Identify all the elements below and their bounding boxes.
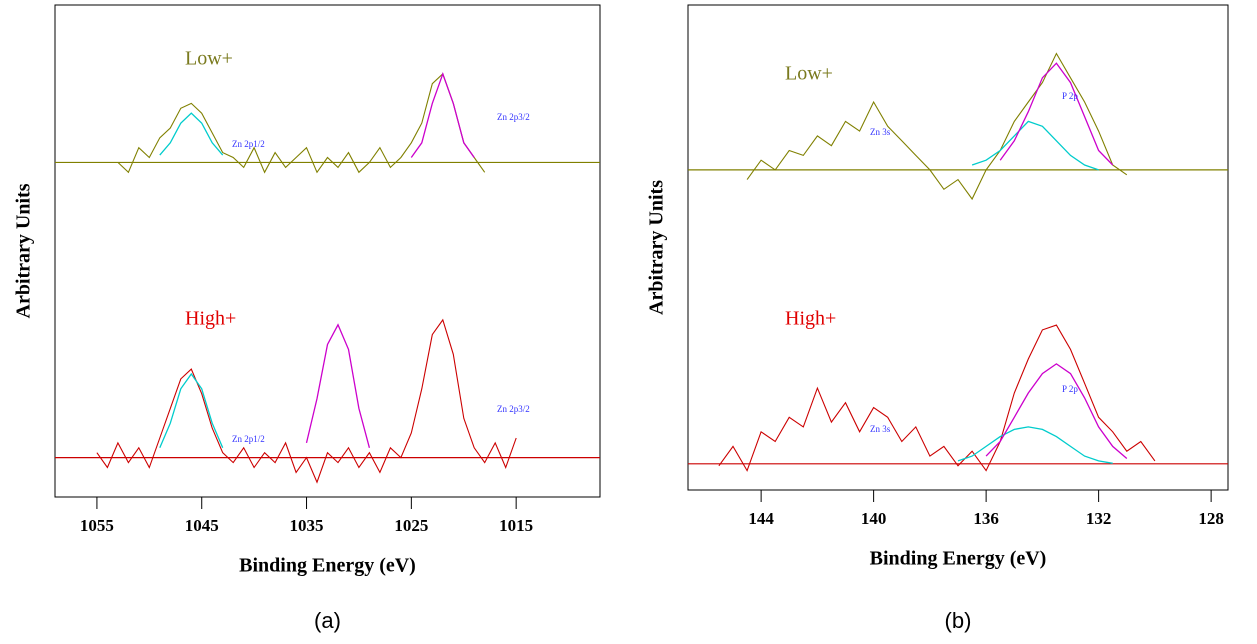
annotation: Zn 3s <box>870 127 891 137</box>
y-axis-label: Arbitrary Units <box>13 183 35 318</box>
annotation: Zn 2p1/2 <box>232 434 265 444</box>
spectrum-line <box>746 52 1128 201</box>
annotation: Zn 2p3/2 <box>497 112 530 122</box>
fit-line <box>985 363 1128 459</box>
plot-frame <box>54 4 601 498</box>
x-tick-label: 144 <box>748 509 774 528</box>
fit-line <box>410 71 475 158</box>
annotation: Zn 2p3/2 <box>497 404 530 414</box>
fit-line <box>305 323 371 448</box>
fit-line <box>971 120 1099 171</box>
x-tick-label: 1055 <box>80 516 114 535</box>
x-tick-label: 136 <box>973 509 999 528</box>
fit-line <box>957 426 1113 464</box>
annotation: Zn 3s <box>870 424 891 434</box>
fit-line <box>159 372 224 449</box>
annotation: P 2p <box>1062 91 1078 101</box>
x-tick-label: 128 <box>1198 509 1224 528</box>
plot-frame <box>687 4 1229 491</box>
x-tick-label: 140 <box>861 509 887 528</box>
series-label: High+ <box>185 308 236 330</box>
x-tick-label: 1015 <box>499 516 533 535</box>
fit-line <box>999 62 1114 166</box>
x-tick-label: 1025 <box>394 516 428 535</box>
x-tick-label: 132 <box>1086 509 1112 528</box>
x-axis-label: Binding Energy (eV) <box>870 548 1047 570</box>
y-axis-label: Arbitrary Units <box>646 180 668 315</box>
caption: (a) <box>314 608 341 633</box>
fit-line <box>159 112 224 156</box>
spectrum-line <box>96 318 517 484</box>
series-label: High+ <box>785 308 836 330</box>
annotation: Zn 2p1/2 <box>232 139 265 149</box>
caption: (b) <box>945 608 972 633</box>
spectrum-line <box>718 324 1156 472</box>
series-label: Low+ <box>185 48 233 70</box>
x-axis-label: Binding Energy (eV) <box>239 555 416 577</box>
annotation: P 2p <box>1062 384 1078 394</box>
x-tick-label: 1035 <box>290 516 324 535</box>
x-tick-label: 1045 <box>185 516 219 535</box>
spectrum-line <box>117 72 486 174</box>
series-label: Low+ <box>785 63 833 85</box>
